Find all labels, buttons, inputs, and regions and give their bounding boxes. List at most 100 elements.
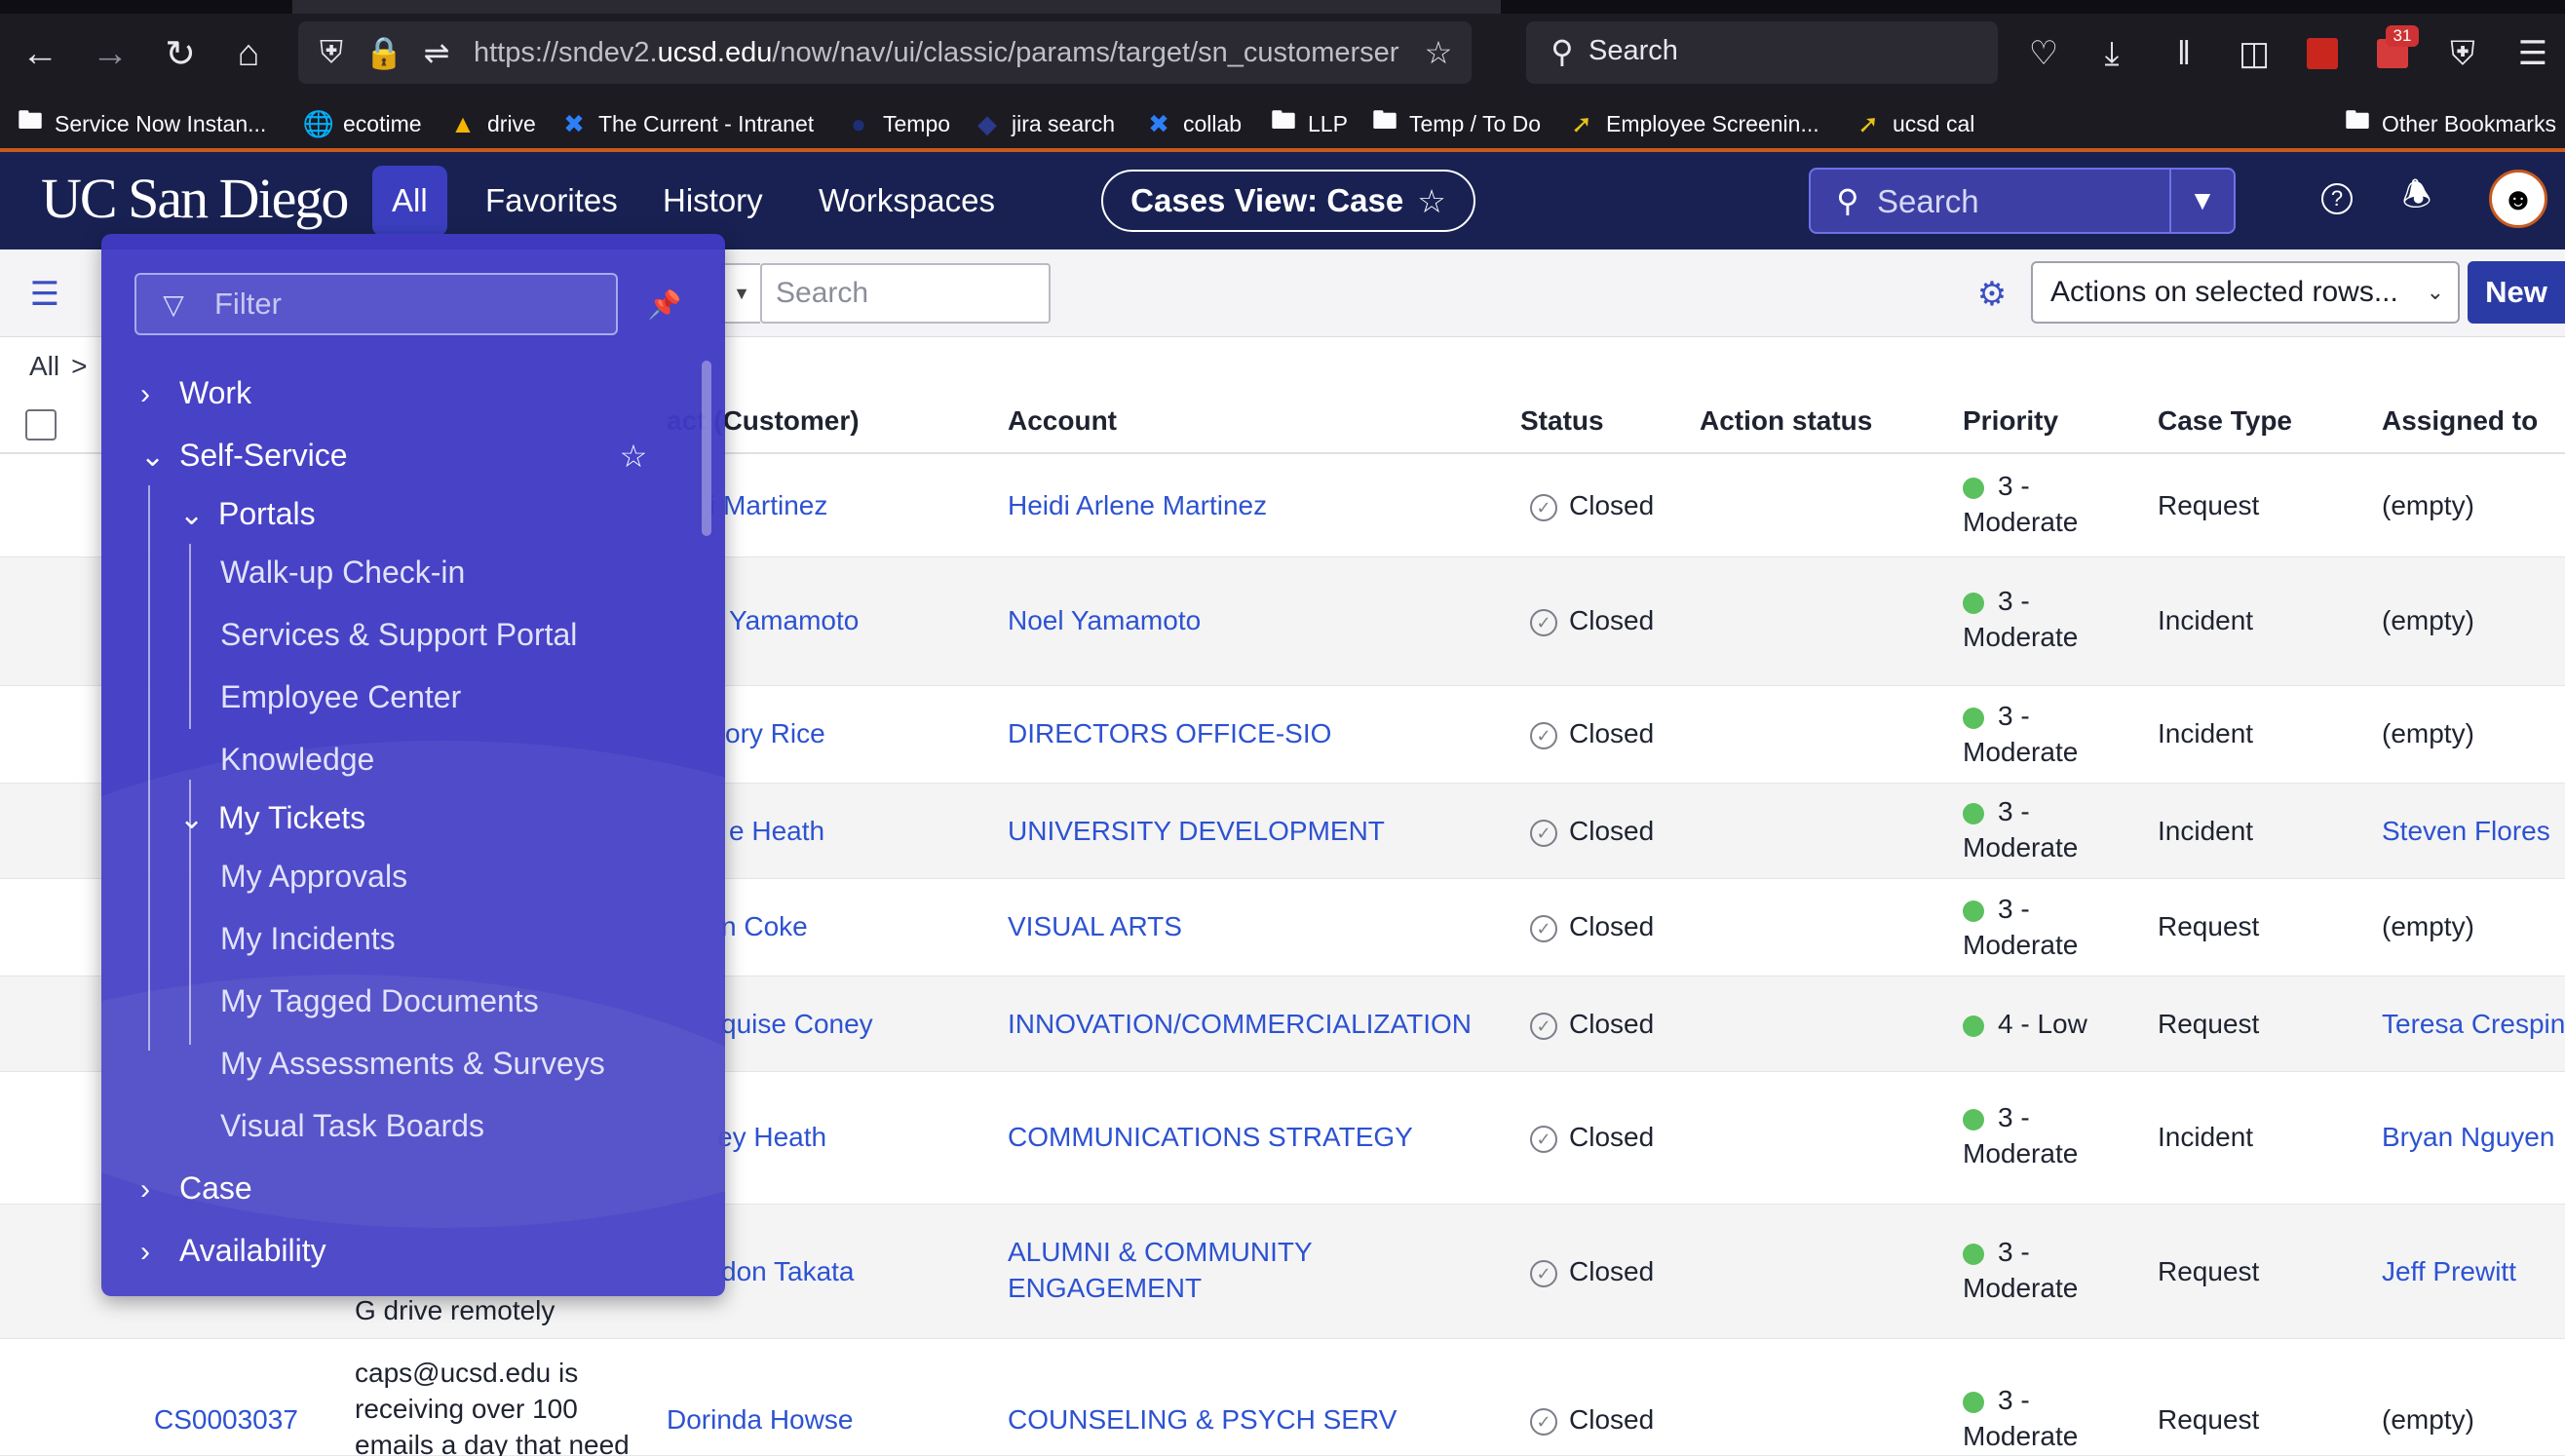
actions-select[interactable]: Actions on selected rows... ⌄: [2031, 261, 2460, 324]
lock-icon[interactable]: 🔒: [364, 35, 403, 70]
new-button[interactable]: New: [2468, 261, 2565, 324]
sidebar-icon[interactable]: ◫: [2238, 35, 2271, 72]
column-case-type[interactable]: Case Type: [2158, 405, 2292, 436]
contact-link[interactable]: e Heath: [729, 816, 825, 846]
menu-item-case[interactable]: › Case: [140, 1162, 252, 1214]
context-title-pill[interactable]: Cases View: Case ☆: [1101, 170, 1475, 232]
nav-workspaces[interactable]: Workspaces: [819, 182, 995, 218]
reload-icon[interactable]: ↻: [165, 33, 196, 75]
flyout-scrollbar[interactable]: [702, 361, 711, 536]
contact-link[interactable]: ory Rice: [725, 718, 825, 748]
menu-item-services-support-portal[interactable]: Services & Support Portal: [220, 617, 578, 652]
url-bar[interactable]: ⛨ 🔒 ⇌ https://sndev2.ucsd.edu/now/nav/ui…: [298, 21, 1472, 84]
menu-item-self-service[interactable]: ⌄ Self-Service: [140, 429, 348, 481]
account-link[interactable]: Noel Yamamoto: [1008, 605, 1202, 635]
avatar[interactable]: ☻: [2489, 170, 2547, 228]
assigned-to-link[interactable]: Jeff Prewitt: [2382, 1256, 2516, 1286]
bookmark-ucsd-cal[interactable]: ➚ ucsd cal: [1854, 105, 1974, 142]
bookmark-employee-screening[interactable]: ➚ Employee Screenin...: [1567, 105, 1819, 142]
table-row[interactable]: ey Heath COMMUNICATIONS STRATEGY ✓ Closed…: [0, 1072, 2565, 1205]
bookmark-star-icon[interactable]: ☆: [1424, 35, 1453, 70]
account-link[interactable]: Heidi Arlene Martinez: [1008, 490, 1268, 520]
assigned-to-link[interactable]: Teresa Crespin: [2382, 1009, 2565, 1039]
breadcrumb-all[interactable]: All: [29, 351, 60, 381]
home-icon[interactable]: ⌂: [237, 32, 260, 74]
menu-item-my-tickets[interactable]: ⌄ My Tickets: [179, 791, 365, 844]
assigned-to-link[interactable]: Steven Flores: [2382, 816, 2550, 846]
search-scope-dropdown[interactable]: ▼: [2169, 170, 2234, 232]
shield-icon[interactable]: ⛨: [319, 34, 343, 69]
browser-search-box[interactable]: ⚲ Search: [1526, 21, 1998, 84]
contact-link[interactable]: don Takata: [721, 1256, 855, 1286]
account-link[interactable]: ALUMNI & COMMUNITY ENGAGEMENT: [1008, 1237, 1313, 1303]
menu-filter-input[interactable]: ▽ Filter: [134, 273, 618, 335]
bookmark-other-bookmarks[interactable]: 🖿 Other Bookmarks: [2343, 105, 2556, 142]
account-link[interactable]: UNIVERSITY DEVELOPMENT: [1008, 816, 1385, 846]
url-text[interactable]: https://sndev2.ucsd.edu/now/nav/ui/class…: [474, 37, 1399, 68]
table-row[interactable]: i Martinez Heidi Arlene Martinez ✓ Closed…: [0, 456, 2565, 557]
menu-item-my-incidents[interactable]: My Incidents: [220, 921, 396, 956]
nav-history[interactable]: History: [663, 182, 763, 218]
column-account[interactable]: Account: [1008, 405, 1117, 436]
bookmark-the-current[interactable]: ✖ The Current - Intranet: [559, 105, 814, 142]
menu-icon[interactable]: ☰: [2517, 35, 2548, 72]
account-link[interactable]: DIRECTORS OFFICE-SIO: [1008, 718, 1332, 748]
library-icon[interactable]: ‖: [2176, 34, 2192, 72]
column-action-status[interactable]: Action status: [1700, 405, 1873, 436]
gear-icon[interactable]: ⚙: [1976, 276, 2008, 313]
pin-icon[interactable]: 📌: [647, 288, 682, 320]
download-icon[interactable]: ⤓: [2104, 34, 2120, 72]
bookmark-service-now[interactable]: 🖿 Service Now Instan...: [16, 105, 266, 142]
menu-item-knowledge[interactable]: Knowledge: [220, 742, 375, 777]
nav-favorites[interactable]: Favorites: [485, 182, 618, 218]
menu-item-my-tagged-documents[interactable]: My Tagged Documents: [220, 983, 539, 1018]
active-tab-edge[interactable]: [292, 0, 1501, 14]
search-field-dropdown[interactable]: ▼: [721, 263, 760, 324]
assigned-to-link[interactable]: Bryan Nguyen: [2382, 1122, 2555, 1152]
menu-item-portals[interactable]: ⌄ Portals: [179, 487, 316, 540]
uc-san-diego-logo[interactable]: UC San Diego: [41, 167, 349, 230]
global-search[interactable]: ⚲ Search ▼: [1809, 168, 2236, 234]
account-link[interactable]: VISUAL ARTS: [1008, 911, 1182, 941]
menu-item-work[interactable]: › Work: [140, 366, 251, 419]
favorite-star-icon[interactable]: ☆: [1417, 182, 1446, 219]
favorite-star-icon[interactable]: ☆: [619, 439, 648, 474]
contact-link[interactable]: Yamamoto: [729, 605, 860, 635]
select-all-checkbox[interactable]: [25, 409, 57, 441]
pdf-extension-icon[interactable]: [2296, 27, 2349, 80]
column-priority[interactable]: Priority: [1963, 405, 2059, 436]
pocket-icon[interactable]: ♡: [2028, 35, 2059, 72]
contact-link[interactable]: quise Coney: [721, 1009, 873, 1039]
bookmark-collab[interactable]: ✖ collab: [1144, 105, 1242, 142]
contact-link[interactable]: Dorinda Howse: [667, 1404, 854, 1435]
bookmark-tempo[interactable]: ● Tempo: [844, 105, 950, 142]
bell-icon[interactable]: 🕭: [2401, 175, 2432, 213]
table-row[interactable]: CS0003037 caps@ucsd.edu is receiving ove…: [0, 1339, 2565, 1456]
list-menu-icon[interactable]: ☰: [29, 276, 60, 313]
case-number-link[interactable]: CS0003037: [154, 1404, 298, 1435]
menu-item-employee-center[interactable]: Employee Center: [220, 679, 462, 714]
list-search-input[interactable]: Search: [760, 263, 1051, 324]
bookmark-llp[interactable]: 🖿 LLP: [1269, 105, 1348, 142]
menu-item-my-assessments-surveys[interactable]: My Assessments & Surveys: [220, 1046, 605, 1081]
contact-link[interactable]: n Coke: [721, 911, 808, 941]
account-link[interactable]: COUNSELING & PSYCH SERV: [1008, 1404, 1397, 1435]
bookmark-ecotime[interactable]: 🌐 ecotime: [302, 108, 422, 138]
account-link[interactable]: INNOVATION/COMMERCIALIZATION: [1008, 1009, 1473, 1039]
menu-item-my-approvals[interactable]: My Approvals: [220, 859, 408, 894]
menu-item-walk-up-check-in[interactable]: Walk-up Check-in: [220, 555, 466, 590]
table-row[interactable]: ory Rice DIRECTORS OFFICE-SIO ✓ Closed 3 …: [0, 686, 2565, 784]
column-assigned-to[interactable]: Assigned to: [2382, 405, 2539, 436]
menu-item-availability[interactable]: › Availability: [140, 1224, 326, 1277]
menu-item-visual-task-boards[interactable]: Visual Task Boards: [220, 1108, 484, 1143]
permissions-icon[interactable]: ⇌: [423, 35, 450, 70]
back-icon[interactable]: ←: [21, 32, 58, 74]
column-status[interactable]: Status: [1520, 405, 1604, 436]
ublock-icon[interactable]: ⛨: [2450, 34, 2475, 72]
bookmark-jira-search[interactable]: ◆ jira search: [973, 105, 1115, 142]
bookmark-drive[interactable]: ▲ drive: [448, 105, 536, 142]
table-row[interactable]: n Coke VISUAL ARTS ✓ Closed 3 - Moderate …: [0, 879, 2565, 977]
forward-icon[interactable]: →: [92, 32, 129, 74]
contact-link[interactable]: ey Heath: [717, 1122, 827, 1152]
contact-link[interactable]: i Martinez: [709, 490, 828, 520]
